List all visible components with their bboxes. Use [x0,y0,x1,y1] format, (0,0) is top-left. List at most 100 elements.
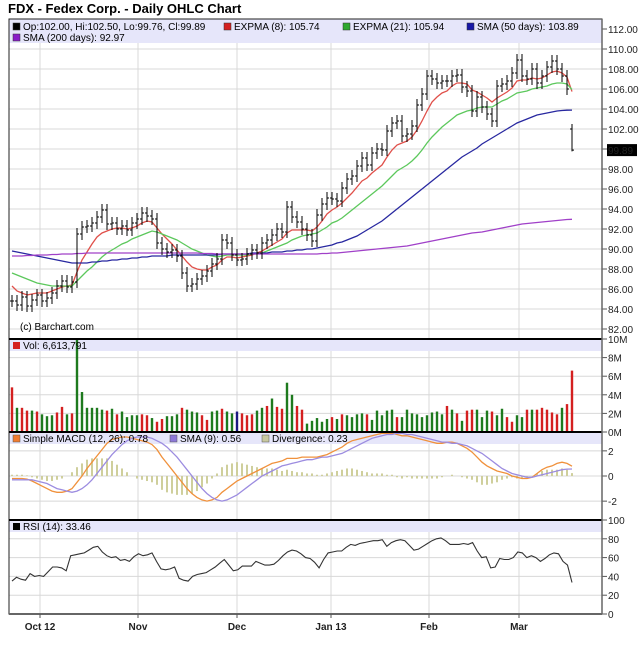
divergence-bar [571,473,573,476]
volume-bar [365,414,369,432]
sma-200-line [12,218,573,257]
volume-bar [135,415,139,432]
price-axis-label: 102.00 [608,125,639,136]
volume-bar [330,417,334,432]
divergence-bar [41,476,43,480]
divergence-bar [276,469,278,476]
divergence-bar [316,474,318,476]
divergence-bar [561,468,563,476]
volume-bar [290,394,294,432]
divergence-bar [251,465,253,476]
volume-bar [10,387,14,432]
divergence-bar [271,468,273,476]
rsi-legend: RSI (14): 33.46 [23,522,91,533]
volume-bar [190,411,194,432]
volume-bar [320,421,324,432]
legend-swatch [261,434,270,443]
divergence-bar [246,464,248,476]
divergence-bar [91,458,93,476]
divergence-bar [206,476,208,484]
rsi-axis-label: 100 [608,516,625,527]
divergence-bar [16,474,18,476]
volume-bar [85,407,89,432]
macd-legend-item: SMA (9): 0.56 [180,434,242,445]
volume-bar [315,418,319,432]
divergence-bar [166,476,168,493]
divergence-bar [566,469,568,476]
volume-bar [285,382,289,432]
volume-bar [265,405,269,432]
volume-bar [415,414,419,432]
divergence-bar [301,472,303,476]
volume-bar [250,414,254,432]
legend-swatch [466,22,475,31]
divergence-bar [541,470,543,476]
sma-50-line [11,109,573,264]
volume-bar [425,415,429,432]
volume-bar [40,414,44,432]
volume-bar [260,407,264,432]
volume-bar [175,414,179,432]
volume-bar [570,370,574,432]
macd-legend-item: Simple MACD (12, 26): 0.78 [23,434,148,445]
volume-panel: 0M 2M 4M 6M 8M 10M Vol: 6,613,791 [9,335,627,439]
divergence-bar [356,469,358,476]
price-axis-label: 92.00 [608,225,633,236]
volume-bar [15,407,19,432]
volume-bar [520,417,524,432]
last-price-marker [607,144,637,157]
legend-swatch [169,434,178,443]
volume-bar [530,409,534,432]
legend-swatch [12,434,21,443]
volume-bar [545,409,549,432]
volume-bar [470,409,474,432]
divergence-bar [241,463,243,476]
divergence-bar [496,476,498,483]
divergence-bar [216,473,218,476]
divergence-bar [471,476,473,480]
volume-bar [130,415,134,432]
volume-bar [345,415,349,432]
divergence-bar [231,463,233,476]
volume-bar [185,409,189,432]
volume-bar [420,417,424,432]
divergence-bar [176,476,178,495]
rsi-panel: 0 20 40 60 80 100 RSI (14): 33.46 [9,516,625,621]
divergence-bar [171,476,173,494]
volume-bar [245,415,249,432]
volume-legend: Vol: 6,613,791 [23,341,87,352]
divergence-bar [556,469,558,476]
volume-bar [195,412,199,432]
divergence-bar [61,476,63,479]
divergence-bar [236,462,238,476]
volume-bar [100,409,104,432]
price-axis-label: 96.00 [608,185,633,196]
divergence-bar [186,476,188,495]
volume-bar [155,421,159,432]
rsi-axis-label: 0 [608,610,614,621]
volume-axis-label: 6M [608,372,622,383]
volume-bar [255,410,259,432]
divergence-bar [331,472,333,476]
divergence-bar [481,476,483,485]
barchart-watermark: (c) Barchart.com [20,322,94,333]
volume-bar [390,409,394,432]
divergence-bar [311,473,313,476]
volume-bar [25,410,29,432]
volume-bar [550,412,554,432]
volume-bar [280,408,284,432]
volume-axis-label: 0M [608,428,622,439]
volume-bar [475,409,479,432]
volume-bar [305,423,309,432]
divergence-bar [151,476,153,483]
divergence-bar [426,476,428,479]
divergence-bar [416,476,418,479]
volume-bar [95,407,99,432]
rsi-axis-label: 20 [608,591,620,602]
legend-item: EXPMA (8): 105.74 [234,22,320,33]
volume-bar [525,409,529,432]
x-axis-label: Mar [510,622,528,633]
divergence-bar [201,476,203,488]
macd-axis-label: -2 [608,497,617,508]
volume-bar [400,417,404,432]
